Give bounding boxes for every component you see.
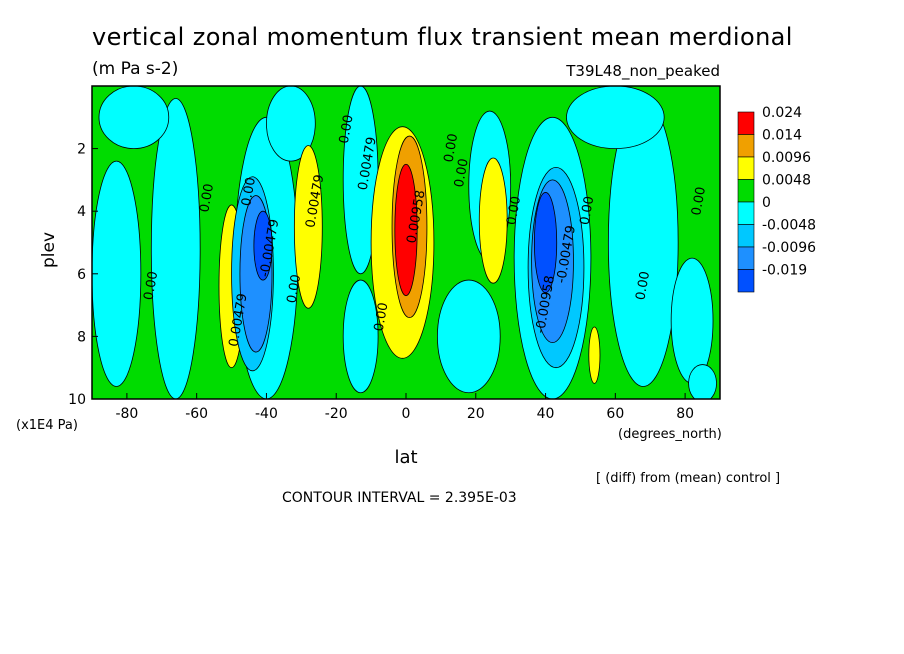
colorbar-label-5: -0.0048 xyxy=(762,218,816,234)
contour-label-18: 0.00 xyxy=(689,186,709,217)
diff-note: [ (diff) from (mean) control ] xyxy=(596,471,780,486)
contour-label-0: 0.00 xyxy=(141,270,161,301)
colorbar-label-7: -0.019 xyxy=(762,263,807,279)
x-axis-units: (degrees_north) xyxy=(618,427,722,442)
x-tick-label-1: -60 xyxy=(185,406,208,422)
colorbar-swatch-4 xyxy=(737,201,755,225)
contour-label-13: 0.00 xyxy=(504,195,524,226)
x-axis-label: lat xyxy=(394,447,417,468)
colorbar-swatch-5 xyxy=(737,224,755,248)
contour-region-c-0 xyxy=(92,160,142,387)
colorbar-swatch-6 xyxy=(737,246,755,270)
y-tick-label-2: 6 xyxy=(77,267,86,283)
contour-label-7: 0.00 xyxy=(337,114,357,145)
contour-label-17: 0.00 xyxy=(633,270,653,301)
contour-label-1: 0.00 xyxy=(197,183,217,214)
contour-region-c-12 xyxy=(98,86,170,149)
x-tick-label-0: -80 xyxy=(115,406,138,422)
colorbar-swatch-0 xyxy=(737,111,755,135)
x-tick-label-5: 20 xyxy=(467,406,485,422)
contour-region-r-20 xyxy=(394,163,418,297)
contour-region-c-1 xyxy=(150,98,201,399)
colorbar-label-6: -0.0096 xyxy=(762,240,816,256)
contour-region-y-15 xyxy=(293,145,323,309)
contour-region-y-18 xyxy=(588,326,601,384)
x-tick-label-4: 0 xyxy=(402,406,411,422)
chart-subtitle: (m Pa s-2) xyxy=(92,59,178,79)
y-tick-label-3: 8 xyxy=(77,329,86,345)
contour-label-9: 0.00 xyxy=(372,301,392,332)
contour-region-c-3 xyxy=(266,86,316,162)
run-label: T39L48_non_peaked xyxy=(565,62,720,81)
colorbar-label-0: 0.024 xyxy=(762,105,802,121)
contour-label-2: 0.00 xyxy=(239,176,259,207)
x-tick-label-7: 60 xyxy=(606,406,624,422)
contour-region-c-6 xyxy=(436,279,501,394)
contour-region-c-13 xyxy=(688,364,717,399)
contour-region-db-25 xyxy=(253,210,273,281)
x-axis: -80 -60 -40 -20 0 20 40 60 80 xyxy=(115,393,694,422)
colorbar-label-4: 0 xyxy=(762,195,771,211)
colorbar-swatch-2 xyxy=(737,156,755,180)
y-axis: 2 4 6 8 10 xyxy=(68,142,98,408)
colorbar-label-1: 0.014 xyxy=(762,128,802,144)
y-tick-label-1: 4 xyxy=(77,204,86,220)
chart-title: vertical zonal momentum flux transient m… xyxy=(92,23,793,51)
contour-label-12: 0.00 xyxy=(452,157,472,188)
y-tick-label-0: 2 xyxy=(77,142,86,158)
contour-region-c-5 xyxy=(342,279,379,394)
contour-region-db-26 xyxy=(533,192,558,293)
y-tick-label-4: 10 xyxy=(68,392,86,408)
contour-region-c-11 xyxy=(566,86,665,149)
contour-fields xyxy=(92,86,717,399)
contour-label-11: 0.00 xyxy=(441,132,461,163)
contour-region-y-17 xyxy=(478,157,508,284)
y-axis-label: plev xyxy=(39,232,59,268)
y-axis-units: (x1E4 Pa) xyxy=(16,418,78,433)
x-tick-label-3: -20 xyxy=(325,406,348,422)
contour-region-c-10 xyxy=(670,257,714,384)
plot-area: 0.000.00 0.000.00479-0.004790.000.004790.… xyxy=(91,85,721,400)
colorbar-swatch-3 xyxy=(737,179,755,203)
contour-label-16: 0.00 xyxy=(578,195,598,226)
contour-label-5: 0.00 xyxy=(284,273,304,304)
colorbar: 0.024 0.014 0.0096 0.0048 0 -0.0048 -0.0096 -0.… xyxy=(737,105,816,293)
x-tick-label-8: 80 xyxy=(676,406,694,422)
colorbar-label-3: 0.0048 xyxy=(762,173,811,189)
x-tick-label-2: -40 xyxy=(255,406,278,422)
contour-interval: CONTOUR INTERVAL = 2.395E-03 xyxy=(282,490,517,506)
colorbar-label-2: 0.0096 xyxy=(762,150,811,166)
colorbar-swatch-7 xyxy=(737,269,755,293)
x-tick-label-6: 40 xyxy=(537,406,555,422)
colorbar-swatch-1 xyxy=(737,134,755,158)
